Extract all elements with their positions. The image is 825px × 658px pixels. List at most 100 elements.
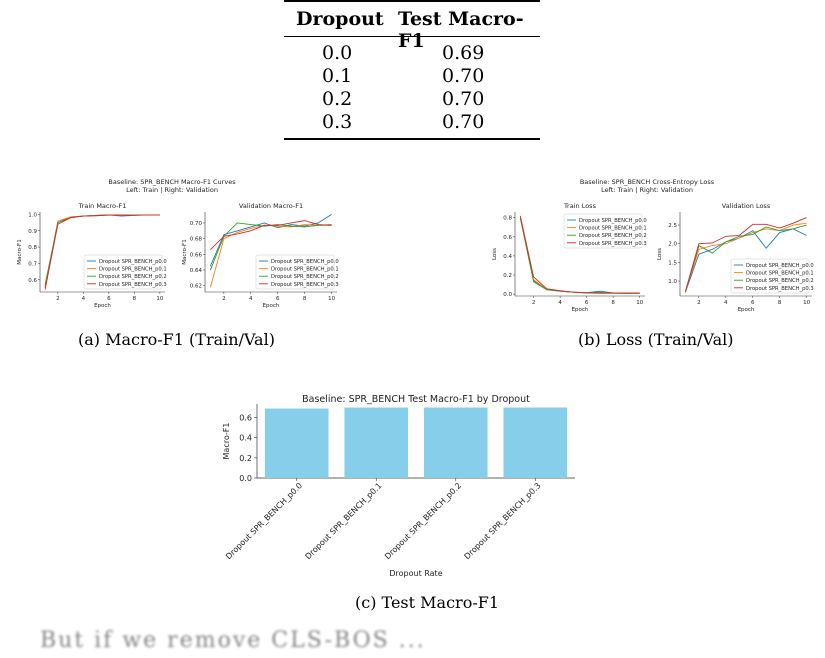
figure-b-loss: Baseline: SPR_BENCH Cross-Entropy Loss L…	[492, 178, 814, 313]
y-tick-label: 0.68	[190, 237, 203, 243]
legend-label: Dropout SPR_BENCH_p0.1	[99, 267, 167, 273]
legend-box	[255, 254, 335, 290]
figure-a-suptitle-1: Baseline: SPR_BENCH Macro-F1 Curves	[108, 178, 236, 186]
subplot-title: Train Loss	[563, 202, 597, 210]
figure-a-suptitle-2: Left: Train | Right: Validation	[126, 186, 218, 194]
y-axis-label: Loss	[657, 248, 663, 260]
y-tick-label: 2.0	[668, 242, 677, 248]
y-tick-label: 1.0	[668, 279, 677, 285]
x-tick-label: 4	[724, 300, 728, 306]
table-header-f1: Test Macro-F1	[398, 8, 524, 52]
x-tick-label: Dropout SPR_BENCH_p0.3	[463, 481, 543, 561]
x-tick-label: 6	[107, 296, 111, 302]
legend-label: Dropout SPR_BENCH_p0.1	[271, 267, 339, 273]
x-tick-label: 6	[751, 300, 755, 306]
y-tick-label: 0.4	[239, 434, 252, 443]
legend-label: Dropout SPR_BENCH_p0.0	[579, 218, 647, 224]
x-axis-label: Epoch	[738, 307, 755, 313]
x-tick-label: 8	[303, 296, 307, 302]
bar-chart-title: Baseline: SPR_BENCH Test Macro-F1 by Dro…	[302, 394, 530, 405]
y-tick-label: 0.0	[239, 474, 252, 483]
bar	[423, 407, 488, 478]
results-table: Dropout Test Macro-F1 0.0 0.69 0.1 0.70 …	[284, 0, 540, 142]
y-tick-label: 0.70	[190, 221, 203, 227]
legend-label: Dropout SPR_BENCH_p0.1	[579, 226, 647, 232]
figure-b-caption: (b) Loss (Train/Val)	[578, 330, 734, 349]
x-tick-label: 4	[558, 300, 562, 306]
x-tick-label: 10	[803, 300, 810, 306]
x-tick-label: 2	[56, 296, 60, 302]
series-line	[684, 224, 807, 293]
y-axis-label: Macro-F1	[182, 239, 188, 264]
figure-a-caption: (a) Macro-F1 (Train/Val)	[78, 330, 275, 349]
x-axis-label: Epoch	[572, 307, 589, 313]
cutoff-body-text: But if we remove CLS-BOS ...	[40, 628, 426, 653]
legend-label: Dropout SPR_BENCH_p0.2	[271, 274, 339, 280]
y-tick-label: 0.62	[190, 284, 202, 290]
y-axis-label: Macro-F1	[17, 239, 23, 264]
x-axis-label: Epoch	[94, 303, 111, 309]
y-tick-label: 0.9	[28, 229, 37, 235]
figure-b-suptitle-1: Baseline: SPR_BENCH Cross-Entropy Loss	[580, 178, 715, 186]
series-line	[684, 228, 807, 293]
legend-box	[563, 213, 643, 249]
x-tick-label: 10	[156, 296, 163, 302]
table-bottom-rule	[284, 138, 540, 140]
legend-label: Dropout SPR_BENCH_p0.3	[271, 282, 339, 288]
table-mid-rule	[284, 36, 540, 37]
series-line	[44, 214, 160, 290]
x-tick-label: 2	[697, 300, 701, 306]
figure-b-suptitle-2: Left: Train | Right: Validation	[601, 186, 693, 194]
x-tick-label: 4	[82, 296, 86, 302]
series-line	[210, 220, 332, 250]
y-tick-label: 0.8	[28, 245, 37, 251]
legend-label: Dropout SPR_BENCH_p0.0	[746, 263, 814, 269]
x-tick-label: 8	[611, 300, 615, 306]
y-tick-label: 0.4	[503, 254, 512, 260]
subplot-title: Validation Loss	[722, 202, 771, 210]
legend-label: Dropout SPR_BENCH_p0.0	[271, 259, 339, 265]
subplot-title: Validation Macro-F1	[239, 202, 303, 210]
legend-label: Dropout SPR_BENCH_p0.3	[579, 241, 647, 247]
table-cell-dropout: 0.1	[322, 65, 353, 87]
legend-label: Dropout SPR_BENCH_p0.2	[99, 274, 167, 280]
y-axis-label: Macro-F1	[222, 423, 231, 460]
legend-label: Dropout SPR_BENCH_p0.2	[746, 278, 814, 284]
test-macro-f1-bar-plot: Baseline: SPR_BENCH Test Macro-F1 by Dro…	[222, 394, 575, 578]
val-macro-f1-plot: Validation Macro-F1 2 4 6 8 10 0.62 0.64 0.66 0.6…	[182, 202, 339, 309]
x-tick-label: 6	[585, 300, 589, 306]
table-cell-dropout: 0.3	[322, 111, 353, 133]
table-header-dropout: Dropout	[296, 8, 384, 30]
y-tick-label: 1.0	[28, 212, 37, 218]
bar	[344, 407, 409, 478]
y-tick-label: 0.6	[503, 235, 512, 241]
y-tick-label: 2.5	[668, 223, 677, 229]
table-cell-f1: 0.70	[442, 88, 485, 110]
x-tick-label: Dropout SPR_BENCH_p0.2	[383, 481, 463, 561]
train-macro-f1-plot: Train Macro-F1 2 4 6 8 10 0.6 0.7 0.8 0.9 1.0 Epoch…	[17, 202, 167, 309]
y-tick-label: 0.2	[503, 273, 512, 279]
x-axis-label: Epoch	[263, 303, 280, 309]
x-tick-label: 10	[328, 296, 335, 302]
figure-a-macro-f1: Baseline: SPR_BENCH Macro-F1 Curves Left…	[17, 178, 339, 309]
x-tick-label: 2	[532, 300, 536, 306]
figure-c-caption: (c) Test Macro-F1	[355, 593, 500, 612]
x-tick-label: 8	[778, 300, 782, 306]
train-loss-plot: Train Loss 2 4 6 8 10 0.0 0.2 0.4 0.6 0.8 Epoch Loss…	[492, 202, 647, 313]
table-top-rule	[284, 0, 540, 2]
table-cell-f1: 0.70	[442, 111, 485, 133]
x-tick-label: 6	[276, 296, 280, 302]
y-axis-label: Loss	[492, 248, 498, 260]
legend-box	[730, 258, 810, 294]
y-tick-label: 0.2	[239, 454, 252, 463]
legend-box	[83, 254, 163, 290]
bar	[503, 407, 568, 478]
legend-label: Dropout SPR_BENCH_p0.3	[746, 286, 814, 292]
table-cell-f1: 0.69	[442, 42, 485, 64]
x-tick-label: Dropout SPR_BENCH_p0.1	[304, 481, 384, 561]
x-tick-label: Dropout SPR_BENCH_p0.0	[224, 481, 304, 561]
x-axis-label: Dropout Rate	[389, 569, 442, 578]
y-tick-label: 0.8	[503, 216, 512, 222]
y-tick-label: 0.6	[239, 414, 252, 423]
legend-label: Dropout SPR_BENCH_p0.3	[99, 282, 167, 288]
